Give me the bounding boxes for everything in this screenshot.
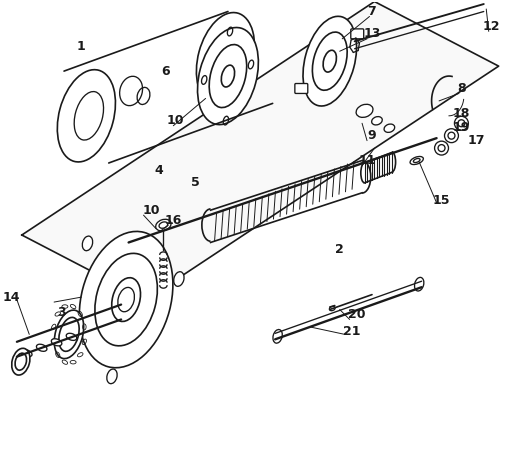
Text: 4: 4 [154, 164, 163, 177]
Ellipse shape [82, 236, 93, 251]
Ellipse shape [384, 124, 394, 133]
Text: 20: 20 [348, 308, 366, 321]
Ellipse shape [12, 348, 30, 375]
Text: 5: 5 [191, 176, 200, 190]
Ellipse shape [156, 219, 171, 231]
Ellipse shape [174, 272, 184, 286]
Text: 7: 7 [368, 5, 376, 18]
Ellipse shape [303, 16, 356, 106]
Ellipse shape [356, 104, 373, 117]
Ellipse shape [37, 344, 47, 352]
Ellipse shape [198, 28, 259, 124]
Text: 10: 10 [142, 204, 160, 217]
Ellipse shape [372, 116, 382, 125]
Text: 3: 3 [57, 305, 66, 319]
Text: 2: 2 [335, 243, 344, 256]
Text: 19: 19 [453, 121, 470, 134]
Text: 8: 8 [457, 82, 466, 95]
Ellipse shape [107, 369, 117, 384]
Ellipse shape [66, 333, 77, 341]
Text: 17: 17 [467, 134, 485, 147]
Text: 1: 1 [77, 40, 86, 53]
Text: 10: 10 [167, 114, 185, 127]
Ellipse shape [330, 306, 335, 311]
Ellipse shape [21, 350, 32, 357]
Text: 6: 6 [162, 65, 170, 77]
FancyBboxPatch shape [351, 29, 364, 39]
Text: 9: 9 [368, 129, 376, 142]
Text: 15: 15 [433, 194, 450, 207]
Ellipse shape [410, 156, 423, 164]
Text: 21: 21 [343, 325, 361, 338]
FancyBboxPatch shape [295, 84, 308, 94]
Text: 16: 16 [165, 214, 182, 227]
Polygon shape [22, 1, 499, 300]
Ellipse shape [273, 330, 282, 343]
Text: 13: 13 [364, 28, 381, 40]
Ellipse shape [79, 231, 173, 368]
Ellipse shape [54, 310, 84, 359]
Text: 14: 14 [2, 291, 20, 304]
Ellipse shape [51, 339, 62, 346]
Text: 18: 18 [453, 107, 470, 120]
Ellipse shape [445, 129, 458, 142]
Ellipse shape [415, 277, 424, 291]
Ellipse shape [434, 141, 449, 155]
Text: 11: 11 [358, 154, 376, 167]
Ellipse shape [57, 70, 116, 162]
Ellipse shape [454, 116, 468, 130]
Text: 12: 12 [483, 20, 500, 33]
